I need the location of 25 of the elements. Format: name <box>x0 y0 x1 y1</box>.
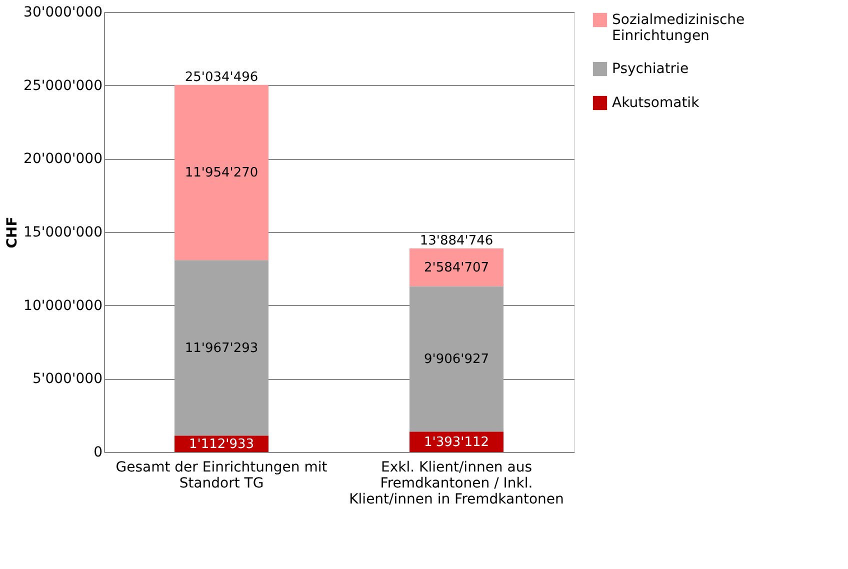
total-label: 13'884'746 <box>420 233 494 248</box>
y-tick-label: 20'000'000 <box>24 151 102 168</box>
data-label: 2'584'707 <box>424 260 490 276</box>
total-label: 25'034'496 <box>184 70 258 85</box>
legend-label: Psychiatrie <box>612 61 689 77</box>
bar <box>174 260 268 436</box>
x-tick-label: Gesamt der Einrichtungen mit Standort TG <box>116 460 328 492</box>
data-label: 11'967'293 <box>184 340 258 356</box>
y-tick-label: 10'000'000 <box>24 298 102 314</box>
bar <box>174 84 268 260</box>
y-axis-title: CHF <box>4 216 21 248</box>
y-tick-label: 25'000'000 <box>24 78 102 94</box>
data-label: 1'112'933 <box>188 436 254 452</box>
bar <box>410 248 504 286</box>
data-label: 11'954'270 <box>184 165 258 180</box>
data-label: 1'393'112 <box>424 434 490 450</box>
legend-label: Akutsomatik <box>612 95 700 111</box>
data-label: 9'906'927 <box>424 352 490 367</box>
y-tick-label: 0 <box>94 444 102 460</box>
x-tick-label: Exkl. Klient/innen aus Fremdkantonen / Inkl. Klient/innen in Fremdkantonen <box>349 460 564 508</box>
bar <box>410 286 504 432</box>
y-tick-label: 15'000'000 <box>24 224 102 240</box>
y-tick-label: 30'000'000 <box>24 4 102 20</box>
y-tick-label: 5'000'000 <box>32 371 102 388</box>
legend-label: Sozialmedizinische Einrichtungen <box>612 12 745 44</box>
